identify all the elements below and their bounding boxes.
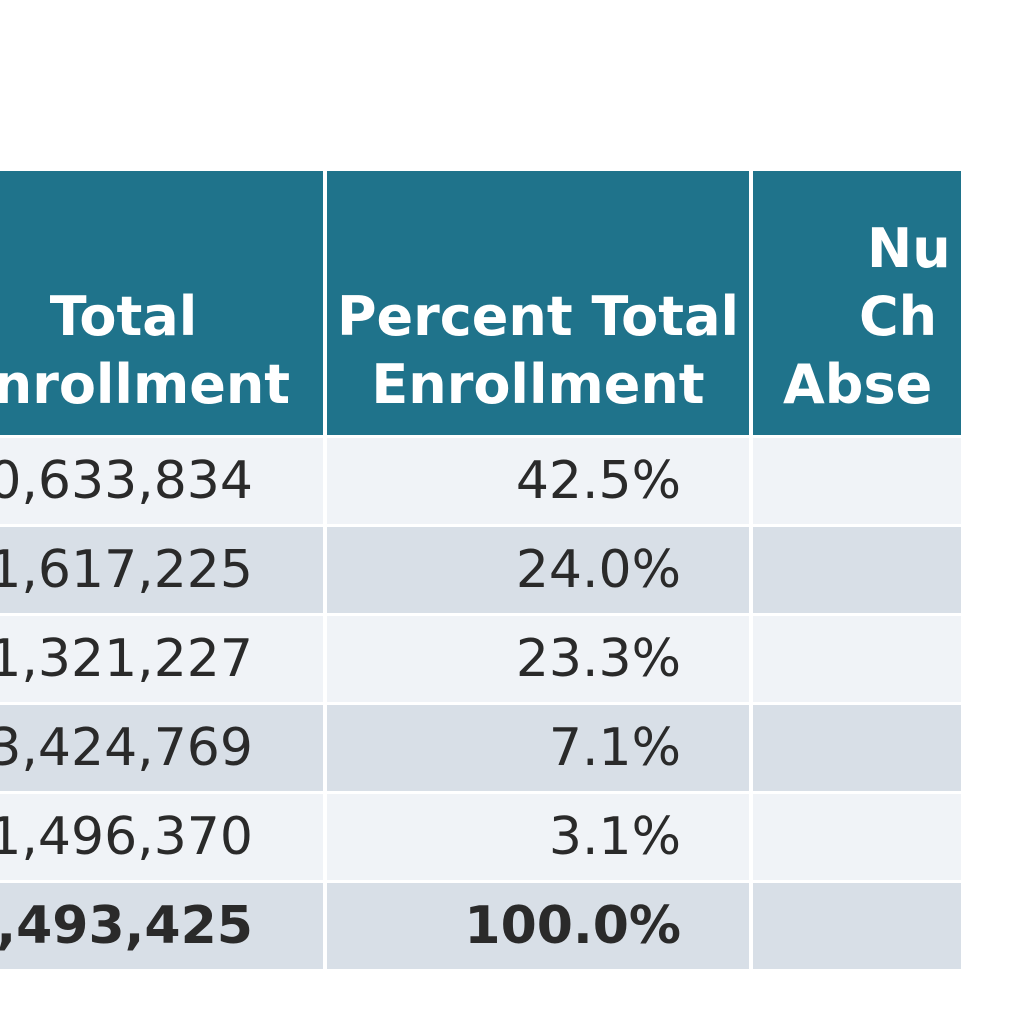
header-line: Enrollment <box>371 353 705 416</box>
cell-percent-total-enrollment: 3.1% <box>326 794 750 880</box>
table-header-row: Total Enrollment Percent Total Enrollmen… <box>0 171 961 435</box>
cell-percent-total-enrollment: 42.5% <box>326 438 750 524</box>
cell-third <box>753 616 961 702</box>
cell-percent-total-enrollment: 24.0% <box>326 527 750 613</box>
table-row: 11,617,225 24.0% <box>0 527 961 613</box>
cell-total-enrollment: 1,496,370 <box>0 794 323 880</box>
enrollment-table: Total Enrollment Percent Total Enrollmen… <box>0 168 965 972</box>
cell-third <box>753 438 961 524</box>
cell-percent-total-enrollment: 23.3% <box>326 616 750 702</box>
header-total-enrollment: Total Enrollment <box>0 171 323 435</box>
cell-total-enrollment: 11,321,227 <box>0 616 323 702</box>
table-total-row: 48,493,425 100.0% <box>0 883 961 969</box>
table-row: 20,633,834 42.5% <box>0 438 961 524</box>
header-line: Percent Total <box>336 285 740 348</box>
header-line: Abse <box>783 353 933 416</box>
cell-total-enrollment: 20,633,834 <box>0 438 323 524</box>
cell-percent-total-enrollment: 100.0% <box>326 883 750 969</box>
cell-total-enrollment: 11,617,225 <box>0 527 323 613</box>
cell-third <box>753 705 961 791</box>
cell-total-enrollment: 48,493,425 <box>0 883 323 969</box>
cell-third <box>753 883 961 969</box>
cell-third <box>753 527 961 613</box>
header-line: Nu <box>867 217 951 280</box>
header-line: Ch <box>859 285 938 348</box>
cell-third <box>753 794 961 880</box>
cell-total-enrollment: 3,424,769 <box>0 705 323 791</box>
header-third-column: Nu Ch Abse <box>753 171 961 435</box>
cell-percent-total-enrollment: 7.1% <box>326 705 750 791</box>
table-row: 1,496,370 3.1% <box>0 794 961 880</box>
header-line: Total <box>49 285 198 348</box>
header-line: Enrollment <box>0 353 291 416</box>
table-row: 3,424,769 7.1% <box>0 705 961 791</box>
table-row: 11,321,227 23.3% <box>0 616 961 702</box>
header-percent-total-enrollment: Percent Total Enrollment <box>326 171 750 435</box>
